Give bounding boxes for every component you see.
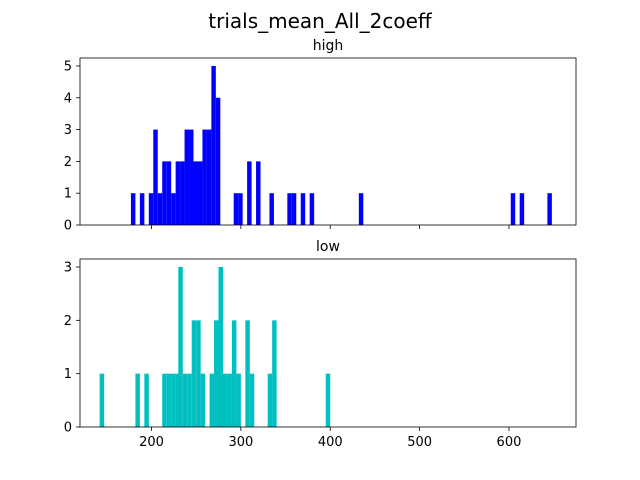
histogram-bar: [189, 129, 194, 225]
y-tick-label: 5: [64, 59, 72, 74]
axes-frame: [79, 258, 577, 428]
histogram-bar: [175, 161, 181, 225]
histogram-bar: [300, 193, 306, 225]
histogram-bar: [130, 193, 136, 225]
histogram-bar: [245, 320, 250, 427]
x-tick-label: 400: [318, 435, 343, 450]
histogram-bar: [184, 129, 190, 225]
histogram-bar: [222, 373, 228, 427]
histogram-bar: [171, 193, 176, 225]
histogram-bar: [249, 373, 255, 427]
y-tick-label: 0: [64, 421, 72, 436]
histogram-bar: [238, 193, 243, 225]
y-tick-label: 0: [64, 219, 72, 234]
histogram-bar: [166, 373, 172, 427]
histogram-bar: [157, 193, 163, 225]
histogram-bar: [309, 193, 315, 225]
histogram-bar: [193, 161, 198, 225]
x-tick-label: 200: [139, 435, 164, 450]
histogram-bar: [200, 373, 206, 427]
histogram-bar: [202, 129, 207, 225]
histogram-bar: [231, 320, 237, 427]
histogram-bar: [148, 193, 154, 225]
histogram-bar: [99, 373, 105, 427]
histogram-bar: [175, 373, 181, 427]
histogram-bar: [153, 129, 158, 225]
histogram-bar: [510, 193, 516, 225]
histogram-bar: [209, 373, 215, 427]
subplot-title-high: high: [313, 38, 344, 54]
histogram-bar: [227, 373, 232, 427]
histogram-bar: [211, 65, 216, 225]
histogram-bar: [196, 320, 201, 427]
histogram-bar: [287, 193, 292, 225]
histogram-bar: [214, 320, 219, 427]
axes-frame: [79, 57, 577, 226]
histogram-bar: [166, 161, 172, 225]
histogram-bar: [358, 193, 364, 225]
y-tick-label: 3: [64, 123, 72, 138]
axes-low: 0 1 2 3 200 300 400 500 600: [64, 258, 577, 450]
histogram-bar: [519, 193, 525, 225]
histogram-bar: [236, 373, 241, 427]
figure-title: trials_mean_All_2coeff: [208, 9, 433, 33]
histogram-bar: [272, 320, 277, 427]
histogram-bar: [547, 193, 552, 225]
histogram-bar: [178, 267, 183, 427]
y-tick-label: 4: [64, 91, 72, 106]
subplot-title-low: low: [316, 239, 340, 255]
histogram-bar: [180, 161, 185, 225]
bars-high: [130, 65, 552, 225]
x-tick-label: 500: [407, 435, 432, 450]
subplot-high: high 0 1 2 3 4 5: [64, 38, 577, 234]
histogram-bar: [215, 97, 221, 225]
axes-high: 0 1 2 3 4 5: [64, 57, 577, 234]
histogram-bar: [247, 161, 252, 225]
histogram-bar: [191, 320, 197, 427]
histogram-bar: [256, 161, 261, 225]
x-tick-label: 300: [228, 435, 253, 450]
histogram-bar: [162, 373, 167, 427]
histogram-bar: [218, 267, 223, 427]
subplot-low: low 0 1 2 3 200 300 400 500 600: [64, 239, 577, 450]
histogram-bar: [291, 193, 297, 225]
histogram-bar: [182, 373, 188, 427]
histogram-bar: [162, 161, 167, 225]
histogram-bar: [135, 373, 140, 427]
histogram-bar: [139, 193, 145, 225]
y-tick-label: 3: [64, 261, 72, 276]
bars-low: [99, 267, 331, 427]
histogram-bar: [206, 129, 212, 225]
histogram-bar: [325, 373, 331, 427]
histogram-bar: [144, 373, 149, 427]
histogram-bar: [197, 161, 203, 225]
y-tick-label: 2: [64, 155, 72, 170]
y-tick-label: 1: [64, 187, 72, 202]
histogram-bar: [233, 193, 239, 225]
histogram-bar: [269, 193, 274, 225]
histogram-bar: [267, 373, 273, 427]
y-tick-label: 1: [64, 367, 72, 382]
x-tick-label: 600: [497, 435, 522, 450]
histogram-bar: [171, 373, 176, 427]
y-tick-label: 2: [64, 314, 72, 329]
histogram-bar: [187, 373, 192, 427]
